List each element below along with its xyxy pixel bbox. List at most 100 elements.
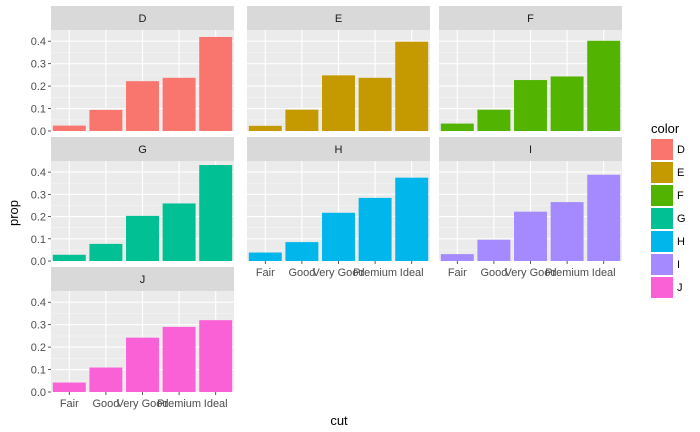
bar-i-0	[440, 254, 474, 261]
facet-panel-e: E	[247, 6, 430, 132]
bar-g-2	[126, 215, 159, 261]
y-tick-label: 0.3	[31, 59, 46, 71]
x-tick-label: Good	[92, 398, 119, 410]
bar-d-4	[199, 36, 233, 131]
facet-strip-label: G	[138, 144, 147, 156]
x-tick-label: Very Good	[505, 267, 557, 279]
bar-i-3	[550, 202, 584, 261]
bar-g-0	[52, 254, 86, 261]
bar-i-2	[514, 211, 547, 261]
x-tick-label: Premium	[545, 267, 589, 279]
y-tick-label: 0.2	[31, 212, 46, 224]
facet-strip-label: I	[529, 144, 532, 156]
bar-g-3	[162, 203, 196, 261]
legend-key-f	[651, 185, 673, 206]
facet-strip	[439, 137, 622, 161]
legend-label: H	[677, 236, 685, 248]
facet-strip-label: E	[335, 13, 342, 25]
facet-strip	[51, 137, 234, 161]
legend-label: E	[677, 167, 684, 179]
bar-h-0	[248, 252, 282, 261]
bar-i-1	[477, 239, 511, 261]
legend-key-d	[651, 139, 673, 160]
facet-strip-label: D	[139, 13, 147, 25]
legend-title: color	[651, 121, 680, 136]
legend-label: D	[677, 144, 685, 156]
bar-i-4	[587, 174, 621, 261]
facet-panel-f: F	[439, 6, 622, 132]
x-tick-label: Good	[480, 267, 507, 279]
bar-g-4	[199, 165, 233, 261]
legend-label: F	[677, 190, 684, 202]
y-tick-label: 0.2	[31, 342, 46, 354]
x-tick-label: Fair	[256, 267, 275, 279]
bar-d-1	[89, 109, 123, 131]
x-axis-title: cut	[330, 413, 348, 428]
x-tick-label: Fair	[448, 267, 467, 279]
y-tick-label: 0.0	[31, 256, 46, 268]
bar-h-4	[395, 177, 429, 261]
bar-d-3	[162, 77, 196, 131]
x-tick-label: Premium	[157, 398, 201, 410]
x-tick-label: Very Good	[313, 267, 365, 279]
x-tick-label: Ideal	[204, 398, 228, 410]
y-tick-label: 0.4	[31, 297, 46, 309]
x-tick-label: Premium	[353, 267, 397, 279]
x-tick-label: Fair	[60, 398, 79, 410]
facet-strip	[51, 267, 234, 291]
y-tick-label: 0.3	[31, 320, 46, 332]
bar-f-0	[440, 123, 474, 131]
bar-d-2	[126, 81, 159, 131]
bar-e-1	[285, 109, 319, 131]
bar-e-2	[322, 75, 355, 131]
facet-strip-label: F	[527, 13, 534, 25]
legend-key-j	[651, 277, 673, 298]
y-tick-label: 0.0	[31, 126, 46, 138]
x-tick-label: Good	[288, 267, 315, 279]
y-tick-label: 0.1	[31, 104, 46, 116]
facet-strip-label: J	[140, 274, 146, 286]
legend-key-e	[651, 162, 673, 183]
bar-f-2	[514, 80, 547, 131]
legend-key-g	[651, 208, 673, 229]
x-tick-label: Very Good	[117, 398, 169, 410]
facet-panel-d: D 0.0 0.1 0.2 0.3 0.4	[31, 6, 234, 138]
y-tick-label: 0.2	[31, 81, 46, 93]
bar-h-1	[285, 242, 319, 261]
bar-f-1	[477, 109, 511, 131]
facet-strip-label: H	[335, 144, 343, 156]
bar-j-1	[89, 367, 123, 392]
x-tick-label: Ideal	[400, 267, 424, 279]
y-tick-label: 0.4	[31, 167, 46, 179]
facet-panel-g: G 0.0 0.1 0.2 0.3 0.4	[31, 137, 234, 268]
y-axis-title: prop	[6, 200, 21, 226]
bar-j-3	[162, 326, 196, 392]
bar-f-4	[587, 40, 621, 132]
bar-d-0	[52, 125, 86, 131]
y-tick-label: 0.0	[31, 387, 46, 399]
bar-e-3	[358, 77, 392, 131]
bar-j-0	[52, 382, 86, 392]
y-tick-label: 0.1	[31, 234, 46, 246]
bar-e-4	[395, 41, 429, 131]
legend-label: J	[677, 282, 683, 294]
bar-j-4	[199, 320, 233, 392]
y-tick-label: 0.1	[31, 365, 46, 377]
bar-j-2	[126, 337, 159, 392]
facet-strip	[51, 6, 234, 30]
bar-f-3	[550, 76, 584, 131]
facet-strip	[439, 6, 622, 30]
bar-h-3	[358, 197, 392, 261]
legend-label: G	[677, 213, 686, 225]
x-tick-label: Ideal	[592, 267, 616, 279]
y-tick-label: 0.3	[31, 189, 46, 201]
legend-key-i	[651, 254, 673, 275]
facet-strip	[247, 137, 430, 161]
bar-h-2	[322, 212, 355, 261]
